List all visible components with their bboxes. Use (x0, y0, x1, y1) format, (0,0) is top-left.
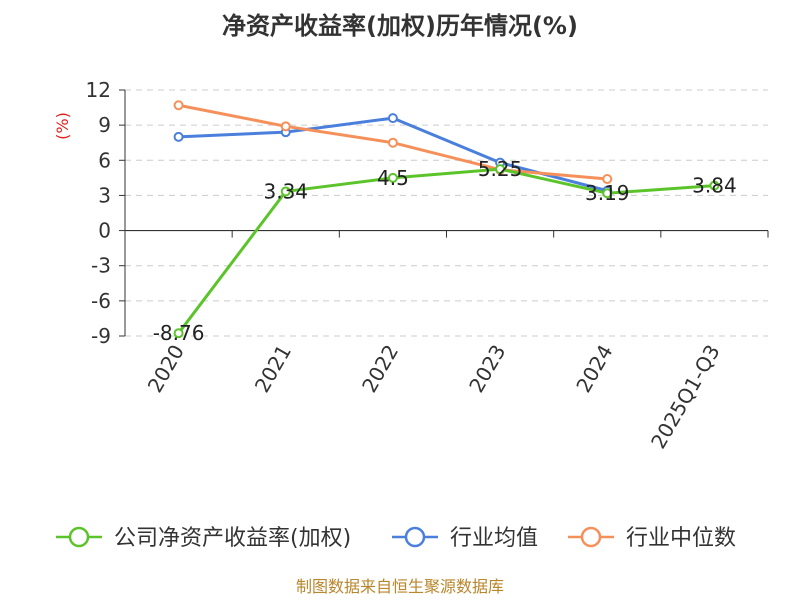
legend-marker-0 (68, 526, 90, 548)
series-0-point-3 (495, 164, 506, 175)
series-0-point-1 (280, 186, 291, 197)
series-1-point-0 (173, 131, 184, 142)
series-2-point-0 (173, 100, 184, 111)
series-0-point-0 (173, 328, 184, 339)
data-label-2: 4.5 (377, 166, 409, 190)
y-tick-label-0: 12 (86, 78, 111, 102)
series-2-point-1 (280, 121, 291, 132)
data-label-5: 3.84 (692, 174, 737, 198)
series-0-point-4 (602, 188, 613, 199)
grid-lines (125, 89, 768, 337)
series-1-point-2 (387, 113, 398, 124)
x-tick-label-5: 2025Q1-Q3 (646, 341, 725, 453)
series-0-point-5 (709, 180, 720, 191)
y-tick-label-3: 3 (98, 183, 111, 207)
data-label-4: 3.19 (585, 181, 630, 205)
x-tick-label-3: 2023 (464, 341, 510, 397)
legend-label-0: 公司净资产收益率(加权) (114, 526, 351, 551)
x-tick-label-0: 2020 (143, 341, 189, 397)
chart-title: 净资产收益率(加权)历年情况(%) (222, 12, 578, 40)
y-tick-label-4: 0 (98, 219, 111, 243)
legend-label-1: 行业均值 (450, 526, 538, 551)
series-lines (177, 103, 715, 335)
y-tick-label-7: -9 (91, 324, 111, 348)
legend-marker-1 (404, 526, 426, 548)
series-2-point-4 (602, 174, 613, 185)
y-axis-unit: (%) (53, 112, 72, 140)
data-labels: -8.76 3.34 4.5 5.25 3.19 3.84 (153, 157, 737, 345)
legend-marker-2 (580, 526, 602, 548)
legend-label-2: 行业中位数 (626, 526, 736, 551)
y-tick-label-1: 9 (98, 113, 111, 137)
x-tick-label-4: 2024 (571, 341, 617, 397)
x-tick-label-1: 2021 (250, 341, 296, 397)
y-axis-ticks: 12 9 6 3 0 -3 -6 -9 (86, 78, 125, 348)
data-label-3: 5.25 (478, 157, 523, 181)
y-tick-label-6: -6 (91, 289, 111, 313)
legend[interactable]: 公司净资产收益率(加权) 行业均值 行业中位数 (56, 526, 736, 551)
series-0-point-2 (387, 172, 398, 183)
series-line-0 (177, 167, 715, 335)
x-tick-label-2: 2022 (357, 341, 403, 397)
axes (124, 90, 768, 336)
data-label-1: 3.34 (263, 179, 308, 203)
x-axis-ticks: 2020 2021 2022 2023 2024 2025Q1-Q3 (124, 230, 769, 453)
source-note: 制图数据来自恒生聚源数据库 (296, 577, 504, 596)
data-label-0: -8.76 (153, 321, 205, 345)
y-tick-label-5: -3 (91, 254, 111, 278)
series-points (173, 100, 720, 339)
y-tick-label-2: 6 (98, 148, 111, 172)
series-2-point-2 (387, 137, 398, 148)
